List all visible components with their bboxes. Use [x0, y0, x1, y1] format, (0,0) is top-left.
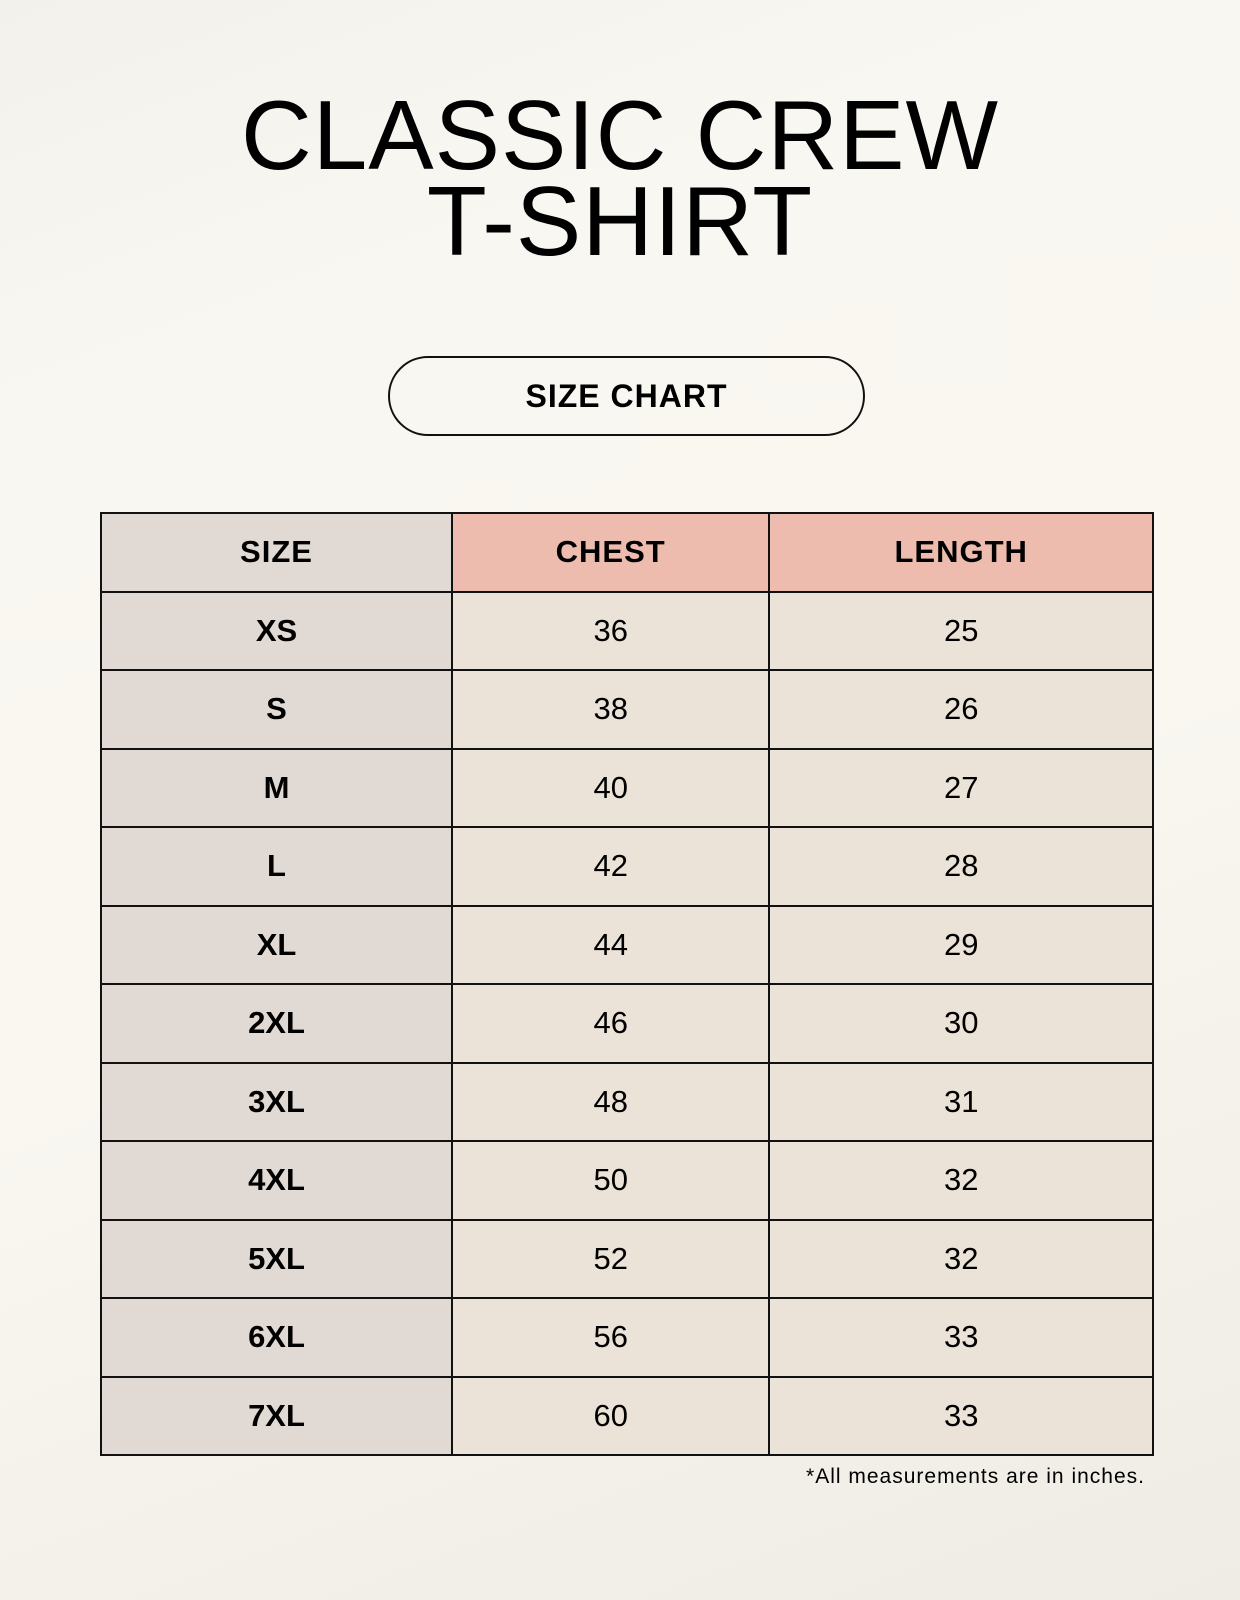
cell-size: 4XL [100, 1140, 453, 1221]
title-line-2: T-SHIRT [426, 166, 814, 276]
table-row: 3XL 48 31 [100, 1061, 1154, 1142]
table-row: XS 36 25 [100, 590, 1154, 671]
cell-chest: 42 [450, 826, 771, 907]
cell-length: 31 [768, 1061, 1154, 1142]
table-row: M 40 27 [100, 747, 1154, 828]
size-chart-badge: SIZE CHART [388, 356, 865, 436]
cell-size: L [100, 826, 453, 907]
cell-size: 3XL [100, 1061, 453, 1142]
cell-chest: 50 [450, 1140, 771, 1221]
cell-size: M [100, 747, 453, 828]
cell-chest: 46 [450, 983, 771, 1064]
cell-length: 33 [768, 1375, 1154, 1456]
cell-chest: 60 [450, 1375, 771, 1456]
cell-length: 26 [768, 669, 1154, 750]
title-line-1: CLASSIC CREW [240, 80, 999, 190]
table-row: 5XL 52 32 [100, 1218, 1154, 1299]
cell-length: 28 [768, 826, 1154, 907]
header-size: SIZE [100, 512, 453, 593]
table-row: L 42 28 [100, 826, 1154, 907]
header-chest: CHEST [450, 512, 771, 593]
footnote: *All measurements are in inches. [806, 1465, 1145, 1488]
cell-chest: 44 [450, 904, 771, 985]
cell-chest: 36 [450, 590, 771, 671]
cell-length: 27 [768, 747, 1154, 828]
cell-size: 5XL [100, 1218, 453, 1299]
cell-chest: 52 [450, 1218, 771, 1299]
cell-size: XS [100, 590, 453, 671]
cell-length: 32 [768, 1140, 1154, 1221]
size-table: SIZE CHEST LENGTH XS 36 25 S 38 26 M 40 27 L 42 28 X… [100, 512, 1154, 1456]
cell-size: 2XL [100, 983, 453, 1064]
cell-length: 33 [768, 1297, 1154, 1378]
table-row: 7XL 60 33 [100, 1375, 1154, 1456]
header-length: LENGTH [768, 512, 1154, 593]
table-row: S 38 26 [100, 669, 1154, 750]
cell-length: 25 [768, 590, 1154, 671]
cell-length: 29 [768, 904, 1154, 985]
page-title: CLASSIC CREW T-SHIRT [0, 80, 1240, 276]
cell-chest: 40 [450, 747, 771, 828]
table-header-row: SIZE CHEST LENGTH [100, 512, 1154, 593]
table-row: XL 44 29 [100, 904, 1154, 985]
table-row: 2XL 46 30 [100, 983, 1154, 1064]
cell-length: 30 [768, 983, 1154, 1064]
table-row: 4XL 50 32 [100, 1140, 1154, 1221]
cell-size: 7XL [100, 1375, 453, 1456]
table-row: 6XL 56 33 [100, 1297, 1154, 1378]
cell-chest: 38 [450, 669, 771, 750]
cell-length: 32 [768, 1218, 1154, 1299]
cell-size: S [100, 669, 453, 750]
cell-size: XL [100, 904, 453, 985]
cell-chest: 56 [450, 1297, 771, 1378]
cell-size: 6XL [100, 1297, 453, 1378]
cell-chest: 48 [450, 1061, 771, 1142]
